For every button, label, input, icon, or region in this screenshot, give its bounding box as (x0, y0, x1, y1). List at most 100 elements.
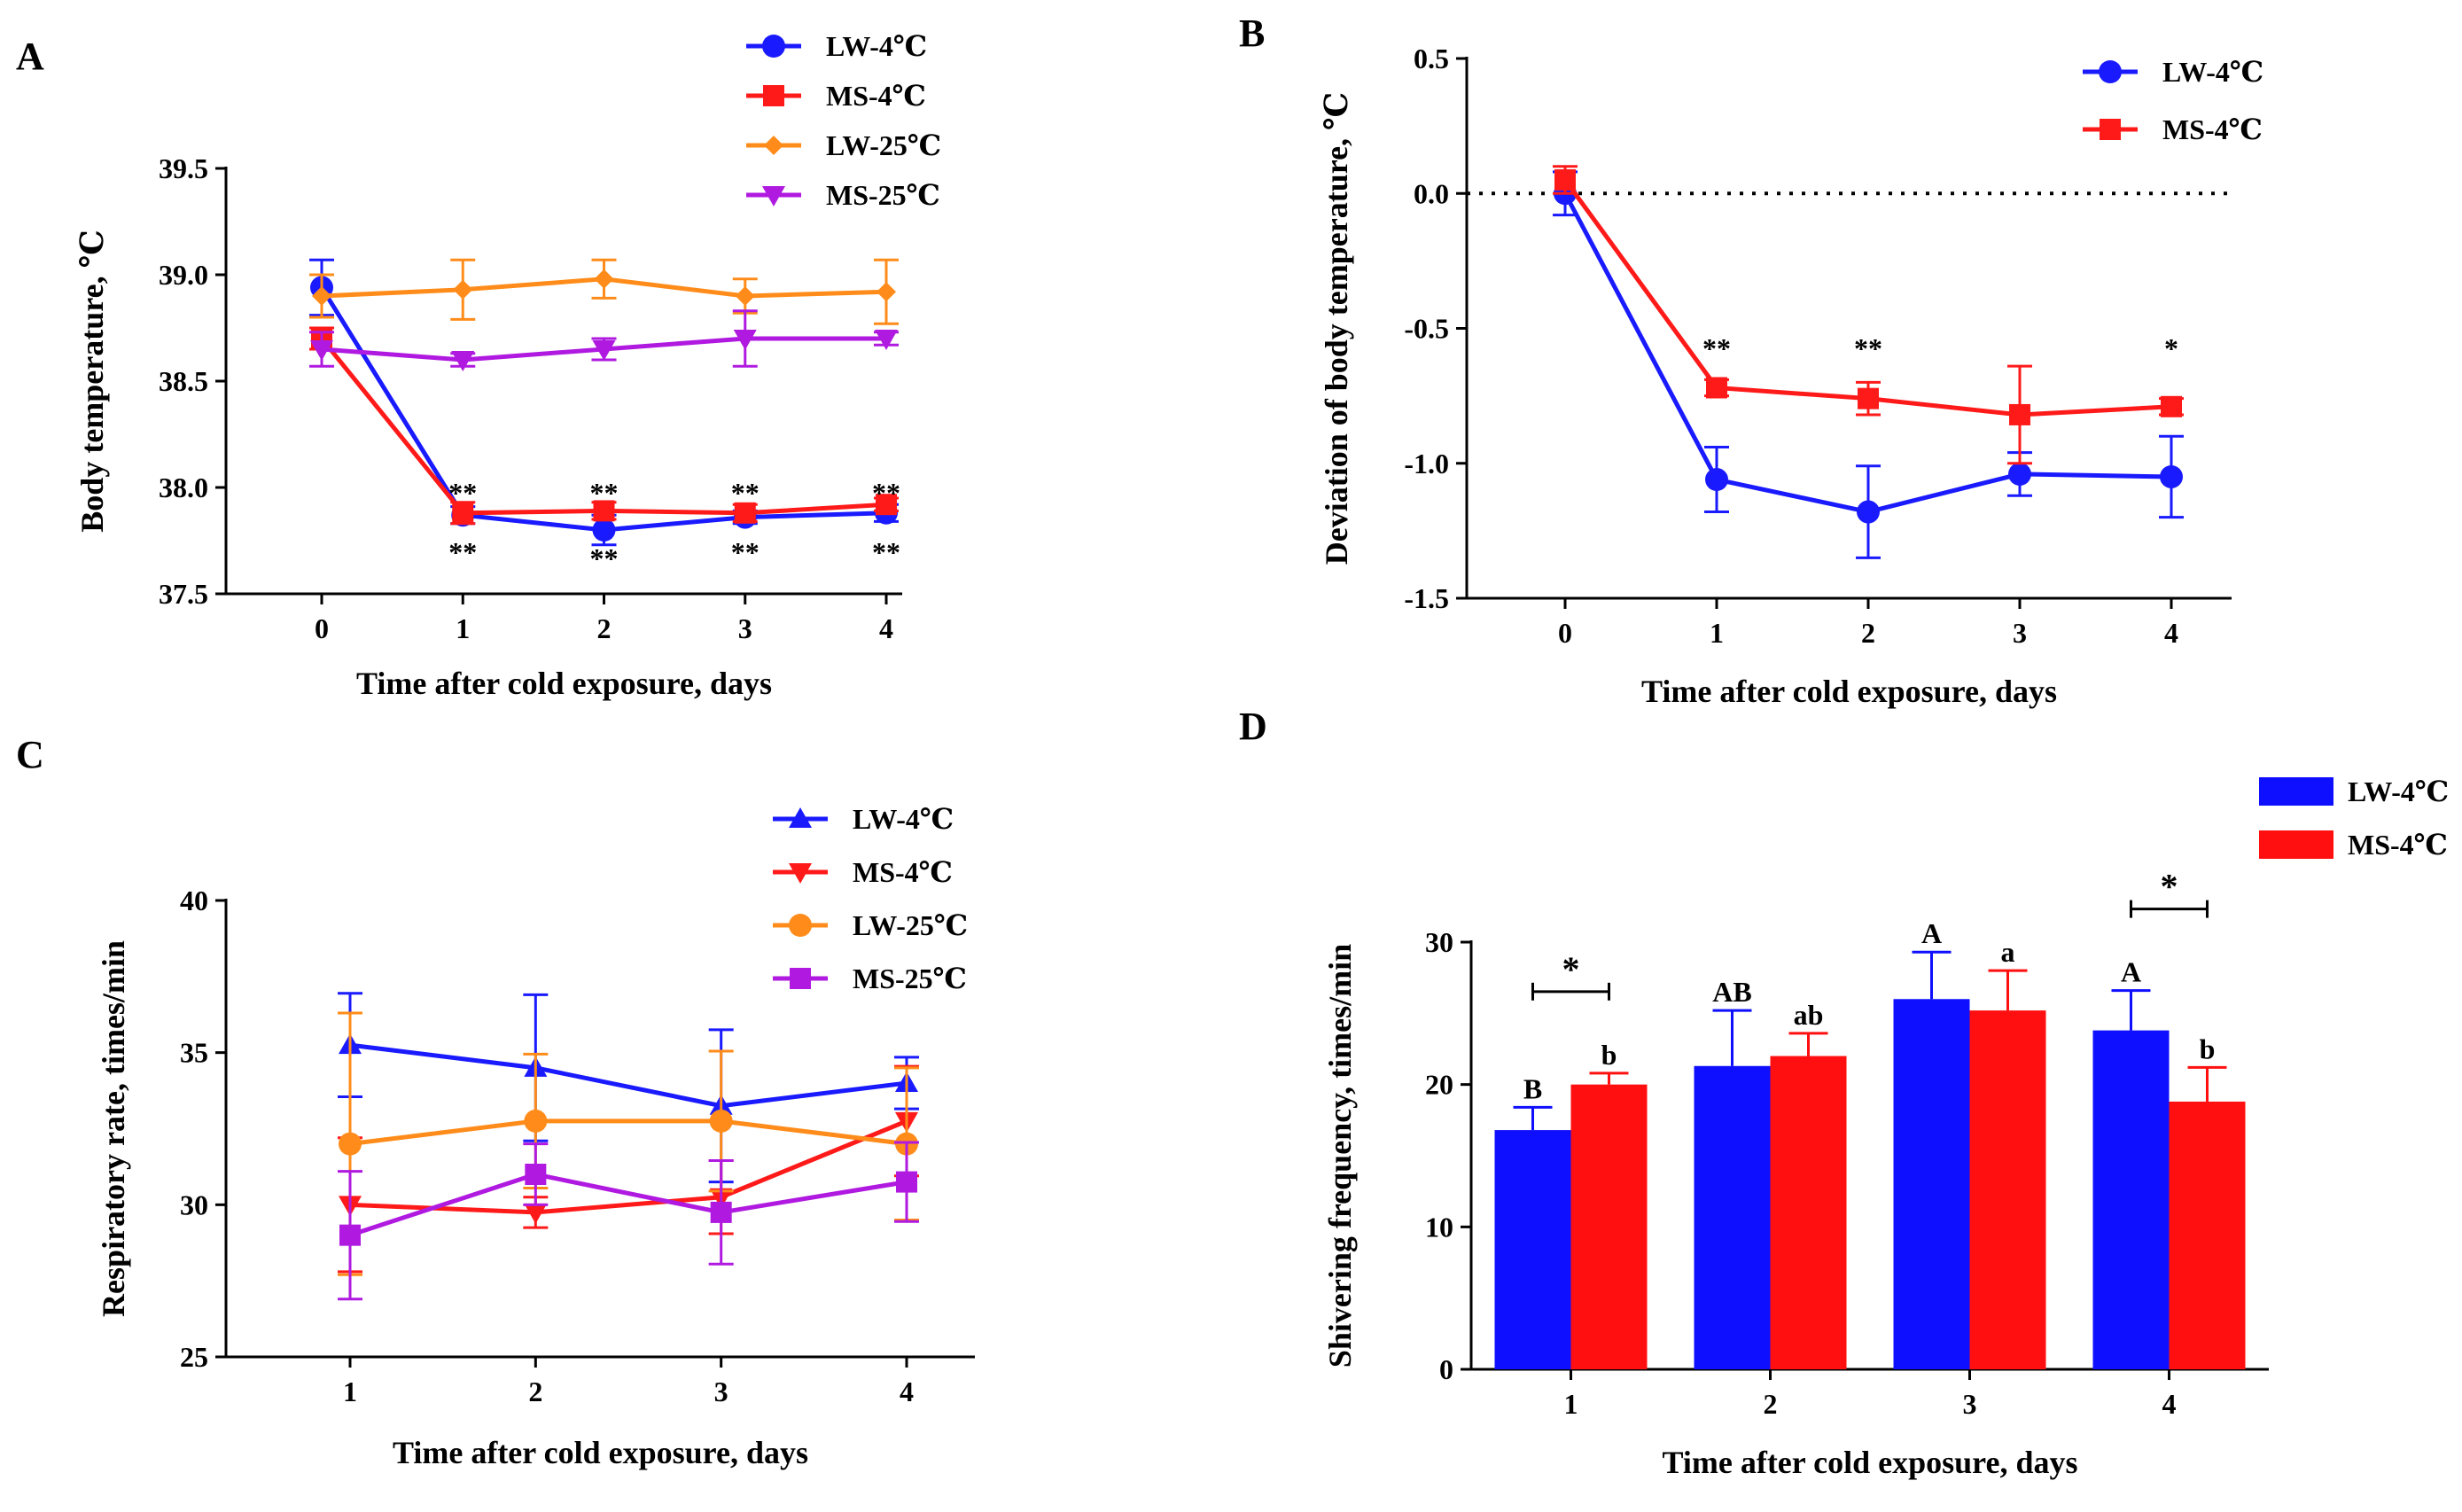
data-point (1857, 500, 1880, 524)
significance-marker: ** (872, 477, 900, 509)
x-tick-label: 1 (456, 612, 470, 644)
legend-label: MS-4℃ (853, 856, 953, 888)
data-point (1858, 387, 1879, 409)
legend-label: LW-4℃ (2162, 56, 2263, 88)
data-point (592, 340, 616, 361)
data-point (1705, 468, 1728, 492)
data-point (709, 1109, 733, 1133)
y-tick-label: -0.5 (1404, 313, 1449, 345)
x-tick-label: 4 (2162, 1388, 2177, 1420)
series-line (349, 1042, 908, 1109)
x-tick-label: 3 (738, 612, 752, 644)
y-tick-label: 39.5 (159, 152, 208, 184)
legend-marker (789, 807, 812, 828)
x-axis-title: Time after cold exposure, days (1663, 1445, 2078, 1480)
significance-marker: ** (590, 542, 619, 574)
legend-label: LW-25℃ (826, 129, 941, 161)
y-tick-label: 0.0 (1414, 177, 1449, 209)
legend-label: MS-4℃ (2162, 113, 2263, 145)
significance-star: * (2161, 867, 2178, 907)
y-axis-title: Shivering frequency, times/min (1322, 944, 1358, 1368)
data-point (2008, 462, 2031, 486)
bar-group-letter: ab (1794, 999, 1824, 1031)
x-axis-title: Time after cold exposure, days (393, 1435, 808, 1470)
bar (1770, 1056, 1847, 1369)
bar (2092, 1030, 2170, 1369)
bar-group-letter: a (2001, 936, 2015, 968)
panel-d-shivering-frequency-chart: 0 10 20 30 1 2 3 4 Time after cold exposure, day… (1322, 775, 2449, 1480)
data-point (592, 518, 616, 542)
data-point (734, 502, 756, 524)
legend-label: LW-4℃ (826, 30, 927, 62)
data-point (339, 1224, 361, 1246)
bar-group-letter: b (2200, 1033, 2216, 1064)
data-point (524, 1109, 548, 1133)
data-point (1706, 377, 1727, 399)
data-point (896, 1171, 917, 1193)
series-line (349, 1118, 908, 1215)
data-point (594, 269, 614, 289)
x-tick-label: 2 (1861, 617, 1875, 649)
series-MS-4℃ (1553, 165, 2184, 465)
data-point (733, 330, 757, 350)
x-axis-title: Time after cold exposure, days (356, 666, 772, 701)
series-MS-25℃ (309, 309, 899, 371)
y-tick-label: 30 (1425, 926, 1453, 958)
bar-group-letter: A (2121, 956, 2141, 988)
bar (1694, 1065, 1771, 1369)
x-tick-label: 4 (879, 612, 893, 644)
x-tick-label: 4 (2164, 617, 2178, 649)
legend-marker (789, 914, 812, 937)
data-point (735, 286, 755, 306)
significance-marker: ** (731, 536, 760, 568)
bar (1570, 1084, 1648, 1369)
legend-marker (762, 35, 785, 58)
bar-group-letter: AB (1712, 976, 1751, 1008)
data-point (593, 500, 615, 522)
data-point (525, 1164, 547, 1185)
legend-label: MS-25℃ (826, 179, 940, 211)
y-tick-label: -1.0 (1404, 448, 1449, 479)
data-point (453, 279, 473, 300)
significance-star: * (1562, 949, 1580, 989)
legend-swatch (2259, 777, 2333, 806)
panel-a-body-temperature-chart: 37.5 38.0 38.5 39.0 39.5 0 1 2 3 4 Time after cold… (74, 30, 941, 701)
bar-group-letter: B (1523, 1072, 1542, 1104)
significance-marker: ** (1702, 332, 1731, 364)
legend-marker (789, 863, 812, 884)
significance-marker: ** (448, 536, 477, 568)
data-point (876, 494, 897, 516)
y-tick-label: -1.5 (1404, 582, 1449, 614)
data-point (312, 286, 331, 306)
y-axis-title: Respiratory rate, times/min (96, 940, 131, 1317)
series-line (349, 1118, 908, 1147)
x-tick-label: 2 (528, 1376, 542, 1407)
significance-marker: ** (590, 477, 619, 509)
x-tick-label: 1 (1564, 1388, 1578, 1420)
legend-label: MS-25℃ (853, 963, 967, 994)
legend-marker (790, 968, 811, 989)
legend-label: MS-4℃ (826, 80, 926, 112)
data-point (2161, 395, 2182, 417)
panel-letter-c: C (16, 733, 44, 776)
data-point (877, 282, 896, 302)
x-tick-label: 0 (1558, 617, 1572, 649)
legend-marker (763, 85, 784, 106)
data-point (2160, 464, 2183, 488)
bar (1494, 1130, 1571, 1369)
legend-marker (764, 136, 783, 155)
x-tick-label: 1 (1710, 617, 1724, 649)
series-LW-4℃ (1553, 170, 2184, 559)
bar-group-letter: b (1601, 1039, 1617, 1071)
significance-marker: ** (731, 477, 760, 509)
panel-letter-d: D (1239, 705, 1267, 748)
series-line (1562, 178, 2172, 417)
x-tick-label: 3 (1963, 1388, 1977, 1420)
y-tick-label: 40 (180, 885, 208, 916)
y-tick-label: 39.0 (159, 259, 208, 291)
x-tick-label: 0 (315, 612, 329, 644)
series-LW-4℃: B AB A A (1494, 917, 2170, 1369)
y-tick-label: 38.0 (159, 472, 208, 503)
data-point (310, 340, 333, 361)
